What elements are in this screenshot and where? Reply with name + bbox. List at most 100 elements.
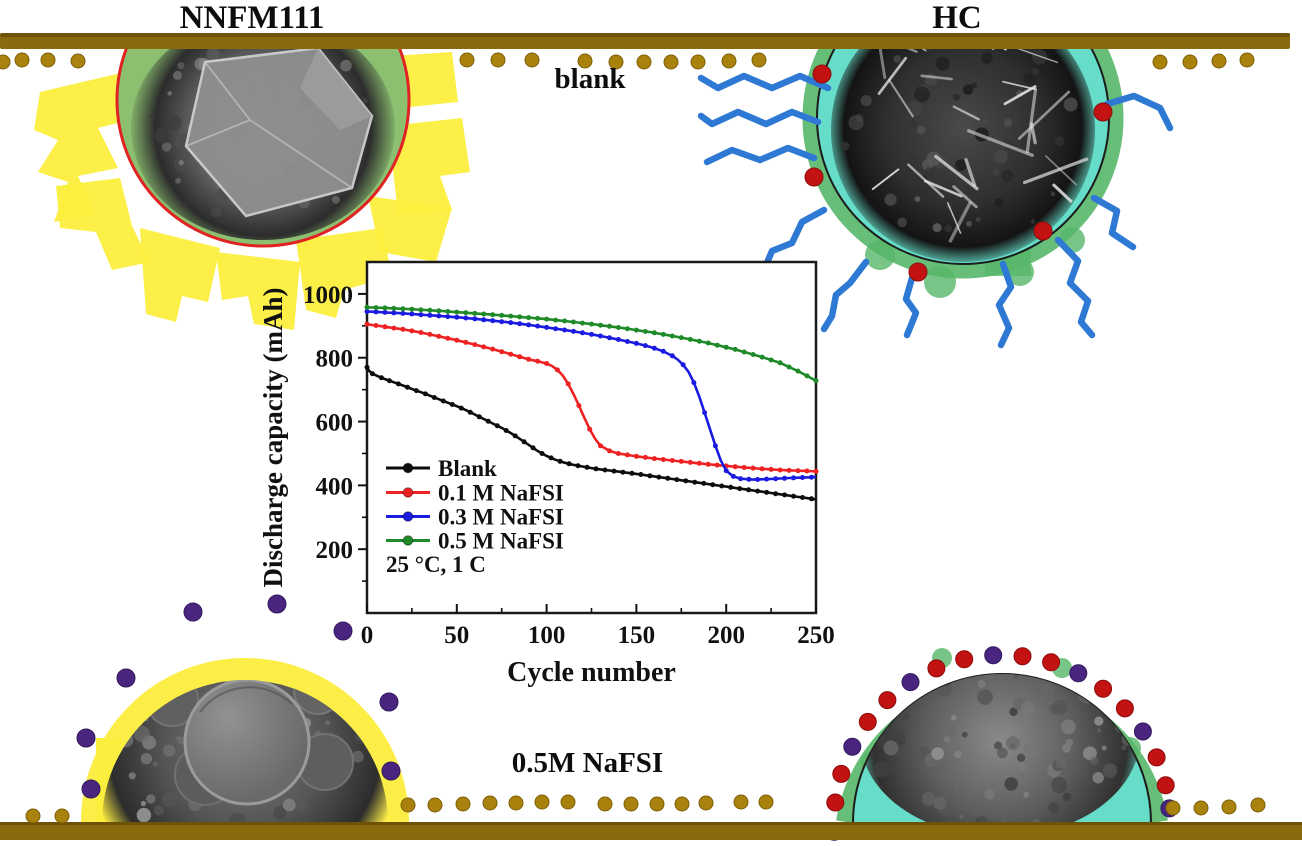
sodium-ion-dot [0,54,11,70]
series-0.1-m-nafsi [364,321,819,474]
sodium-ion-dot [1221,799,1237,815]
sodium-ion-dot [455,796,471,812]
sodium-ion-dot [649,796,665,812]
sodium-ion-dot [400,797,416,813]
polymer-chains [697,72,1174,349]
sodium-ion-dot [508,795,524,811]
legend-item-3: 0.3 M NaFSI [386,505,564,530]
label-blank-condition: blank [554,63,626,95]
x-tick-label: 100 [528,622,566,649]
sodium-ion-dot [623,796,639,812]
chart-svg: 0 50 100 150 200 250 200 400 600 800 1000 Cycle num… [258,260,835,688]
sodium-ion-dot [70,53,86,69]
purple-species-dot [381,761,401,781]
y-tick-label: 600 [316,410,354,437]
legend-label: Blank [438,456,497,481]
hc-sem-image [831,49,1095,262]
sei-species-dots [825,646,1179,841]
purple-species-dot [843,737,862,756]
label-hc: HC [932,0,982,36]
purple-species-dot [76,728,96,748]
sodium-ion-dot [690,54,706,70]
red-species-dot [1042,653,1061,672]
y-tick-label: 400 [316,473,354,500]
red-species-dot [858,712,877,731]
sodium-ion-dot [560,794,576,810]
hc-nafsi-particle [825,646,1179,841]
particle-core [183,680,311,806]
sodium-ion-dot [1152,54,1168,70]
purple-species-dot [81,779,101,799]
carbon-whiskers [855,49,1089,243]
x-tick-label: 0 [361,622,374,649]
legend-item-4: 0.5 M NaFSI [386,529,564,554]
legend-label: 0.3 M NaFSI [438,505,564,530]
red-species-dots [804,64,1113,282]
legend-label: 0.5 M NaFSI [438,529,564,554]
purple-species-dot [901,673,920,692]
series-0.3-m-nafsi [364,309,817,482]
hc-cross-section-sem [860,674,1140,823]
sodium-ion-dot [1250,797,1266,813]
series-0.5-m-nafsi [364,304,819,384]
sodium-ion-dot [524,52,540,68]
purple-species-dot [333,621,353,641]
red-species-dot [1094,679,1113,698]
purple-species-dot [183,602,203,622]
electrode-bar-bottom [0,822,1302,840]
nnfm111-nafsi-particle [76,594,409,824]
sodium-ion-dot [1182,54,1198,70]
sodium-ion-dot [733,794,749,810]
nnfm111-blank-particle [34,49,470,330]
sodium-ion-dot [1193,800,1209,816]
label-nafsi-condition: 0.5M NaFSI [511,747,664,779]
x-tick-label: 50 [444,622,469,649]
red-species-dot [878,691,897,710]
sodium-ion-dot [597,796,613,812]
red-species-dot [826,793,845,812]
y-tick-label: 200 [316,537,354,564]
plot-area [365,260,818,615]
sodium-ion-dot [608,54,624,70]
nnfm-sem-image [131,49,395,240]
purple-species-dot [116,668,136,688]
sodium-ion-dot [427,797,443,813]
label-nnfm111: NNFM111 [179,0,325,36]
purple-species-dot [1133,722,1152,741]
y-axis-label: Discharge capacity (mAh) [258,288,288,588]
sodium-ion-dot [1165,800,1181,816]
sodium-ion-dot [636,54,652,70]
sodium-ion-dot [674,796,690,812]
purple-species-dot [984,646,1003,665]
purple-species-dots [76,594,401,799]
sodium-ion-dot [534,794,550,810]
sodium-ion-dot [459,52,475,68]
yellow-cei-patches [34,49,470,330]
sodium-ion-dot [1239,52,1255,68]
sodium-ion-dot [721,53,737,69]
red-species-dot [832,764,851,783]
nnfm-cross-section-sem [102,680,388,823]
legend-item-1: Blank [386,456,497,481]
sodium-ion-dot [25,808,41,824]
sodium-ion-dot [14,52,30,68]
purple-species-dot [267,594,287,614]
y-tick-label: 800 [316,346,354,373]
sodium-ion-dot [54,808,70,824]
x-tick-label: 150 [618,622,656,649]
y-tick-label: 1000 [303,282,353,309]
sodium-ion-dots [0,52,1266,824]
sodium-ion-dot [758,794,774,810]
red-species-dot [1156,776,1175,795]
purple-species-dot [1069,664,1088,683]
x-axis-label: Cycle number [507,657,676,688]
red-species-dot [955,650,974,669]
sodium-ion-dot [698,795,714,811]
cycling-performance-chart: 0 50 100 150 200 250 200 400 600 800 1000 Cycle num… [250,250,850,700]
series-blank [364,364,817,502]
x-tick-label: 200 [707,622,745,649]
purple-species-dot [379,692,399,712]
sodium-ion-dot [490,52,506,68]
